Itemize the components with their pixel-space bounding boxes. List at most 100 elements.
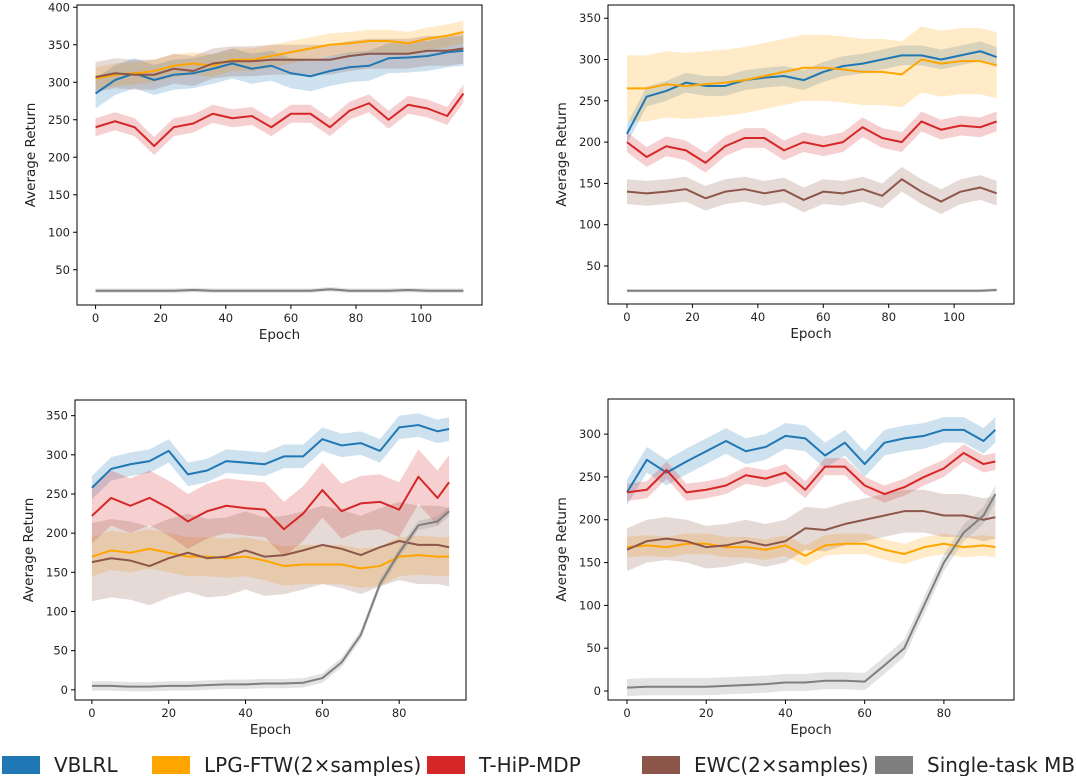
line-single-task-mbrl <box>91 510 450 688</box>
y-tick-label: 150 <box>579 176 601 190</box>
y-tick-label: 250 <box>46 487 68 501</box>
y-axis-label: Average Return <box>554 497 570 602</box>
y-tick-label: 350 <box>48 38 70 52</box>
y-tick-label: 50 <box>53 644 68 658</box>
x-tick-label: 40 <box>238 706 253 720</box>
x-tick-label: 100 <box>943 310 965 324</box>
y-tick-label: 300 <box>579 53 601 67</box>
plot-area <box>626 26 997 293</box>
x-tick-label: 60 <box>315 706 330 720</box>
y-tick-label: 300 <box>48 75 70 89</box>
y-tick-label: 400 <box>48 0 70 14</box>
x-tick-label: 0 <box>623 706 630 720</box>
legend-label: EWC(2×samples) <box>694 753 869 776</box>
line-single-task-mbrl <box>626 288 997 292</box>
line-ewc-samples- <box>626 510 996 551</box>
y-tick-label: 50 <box>55 263 70 277</box>
line-vblrl <box>91 424 450 489</box>
y-axis-label: Average Return <box>23 103 39 208</box>
band-ewc-samples- <box>95 33 464 92</box>
y-axis-label: Average Return <box>21 498 37 603</box>
legend-swatch <box>427 756 465 774</box>
legend-swatch <box>152 756 190 774</box>
legend-label: T-HiP-MDP <box>478 753 581 776</box>
line-t-hip-mdp <box>626 120 997 164</box>
band-t-hip-mdp <box>626 111 997 173</box>
y-tick-label: 300 <box>46 448 68 462</box>
x-tick-label: 20 <box>699 706 714 720</box>
axes-frame <box>74 399 467 701</box>
y-tick-label: 0 <box>594 684 601 698</box>
line-t-hip-mdp <box>95 92 465 147</box>
y-tick-label: 0 <box>61 683 68 697</box>
y-tick-label: 100 <box>579 218 601 232</box>
x-axis-label: Epoch <box>790 722 831 738</box>
legend-swatch <box>2 756 40 774</box>
y-tick-label: 200 <box>579 513 601 527</box>
subplot-2: 0 20 40 60 80 100 50 100 150 200 250 300 350 Epoch Ave… <box>554 4 1015 342</box>
y-tick-label: 250 <box>579 470 601 484</box>
band-vblrl <box>626 41 997 144</box>
y-axis-label: Average Return <box>554 102 570 207</box>
y-tick-label: 150 <box>48 188 70 202</box>
line-single-task-mbrl <box>626 493 997 689</box>
band-ewc-samples- <box>91 501 450 606</box>
plot-area <box>94 20 465 293</box>
subplot-4: 0 20 40 60 80 0 50 100 150 200 250 300 Epoch Average … <box>554 398 1015 738</box>
x-axis-label: Epoch <box>250 722 291 738</box>
y-tick-label: 350 <box>46 409 68 423</box>
legend-label: VBLRL <box>54 753 118 776</box>
axes-frame <box>607 398 1015 701</box>
line-t-hip-mdp <box>91 475 450 531</box>
x-tick-label: 80 <box>881 310 896 324</box>
x-axis-label: Epoch <box>790 326 831 342</box>
x-axis-label: Epoch <box>259 327 300 343</box>
x-tick-label: 80 <box>349 311 364 325</box>
subplot-1: 0 20 40 60 80 100 50 100 150 200 250 300 350 400 Epoch… <box>23 0 483 343</box>
x-tick-label: 60 <box>284 311 299 325</box>
legend-label: LPG-FTW(2×samples) <box>204 753 421 776</box>
line-ewc-samples- <box>626 178 997 203</box>
legend-item: LPG-FTW(2×samples) <box>152 753 421 776</box>
subplot-3: 0 20 40 60 80 0 50 100 150 200 250 300 350 Epoch Avera… <box>21 399 467 738</box>
legend-label: Single-task MBRL <box>927 753 1076 776</box>
line-lpg-ftw-samples- <box>626 58 997 90</box>
legend-swatch <box>875 756 913 774</box>
band-lpg-ftw-samples- <box>627 533 996 566</box>
x-tick-label: 0 <box>88 706 95 720</box>
y-tick-label: 350 <box>579 11 601 25</box>
y-tick-label: 50 <box>586 641 601 655</box>
x-tick-label: 20 <box>161 706 176 720</box>
y-tick-label: 200 <box>579 135 601 149</box>
band-single-task-mbrl <box>627 485 996 697</box>
line-lpg-ftw-samples- <box>626 542 996 557</box>
y-tick-label: 200 <box>48 150 70 164</box>
band-ewc-samples- <box>627 489 996 572</box>
legend-item: EWC(2×samples) <box>642 753 869 776</box>
line-vblrl <box>626 428 997 493</box>
band-vblrl <box>91 413 450 500</box>
x-tick-label: 40 <box>751 310 766 324</box>
band-lpg-ftw-samples- <box>626 26 997 122</box>
y-tick-label: 300 <box>579 427 601 441</box>
legend-item: T-HiP-MDP <box>427 753 581 776</box>
axes-frame <box>76 4 483 306</box>
plot-area <box>91 413 450 692</box>
band-lpg-ftw-samples- <box>91 529 450 588</box>
y-tick-label: 50 <box>586 259 601 273</box>
line-ewc-samples- <box>91 539 450 568</box>
y-tick-label: 150 <box>46 565 68 579</box>
x-tick-label: 100 <box>410 311 432 325</box>
x-tick-label: 0 <box>92 311 99 325</box>
band-t-hip-mdp <box>91 449 450 557</box>
line-lpg-ftw-samples- <box>95 31 464 80</box>
legend-item: Single-task MBRL <box>875 753 1076 776</box>
axes-frame <box>607 4 1015 305</box>
x-tick-label: 20 <box>153 311 168 325</box>
line-ewc-samples- <box>95 47 464 78</box>
line-vblrl <box>626 50 997 135</box>
line-single-task-mbrl <box>95 288 464 292</box>
x-tick-label: 40 <box>218 311 233 325</box>
